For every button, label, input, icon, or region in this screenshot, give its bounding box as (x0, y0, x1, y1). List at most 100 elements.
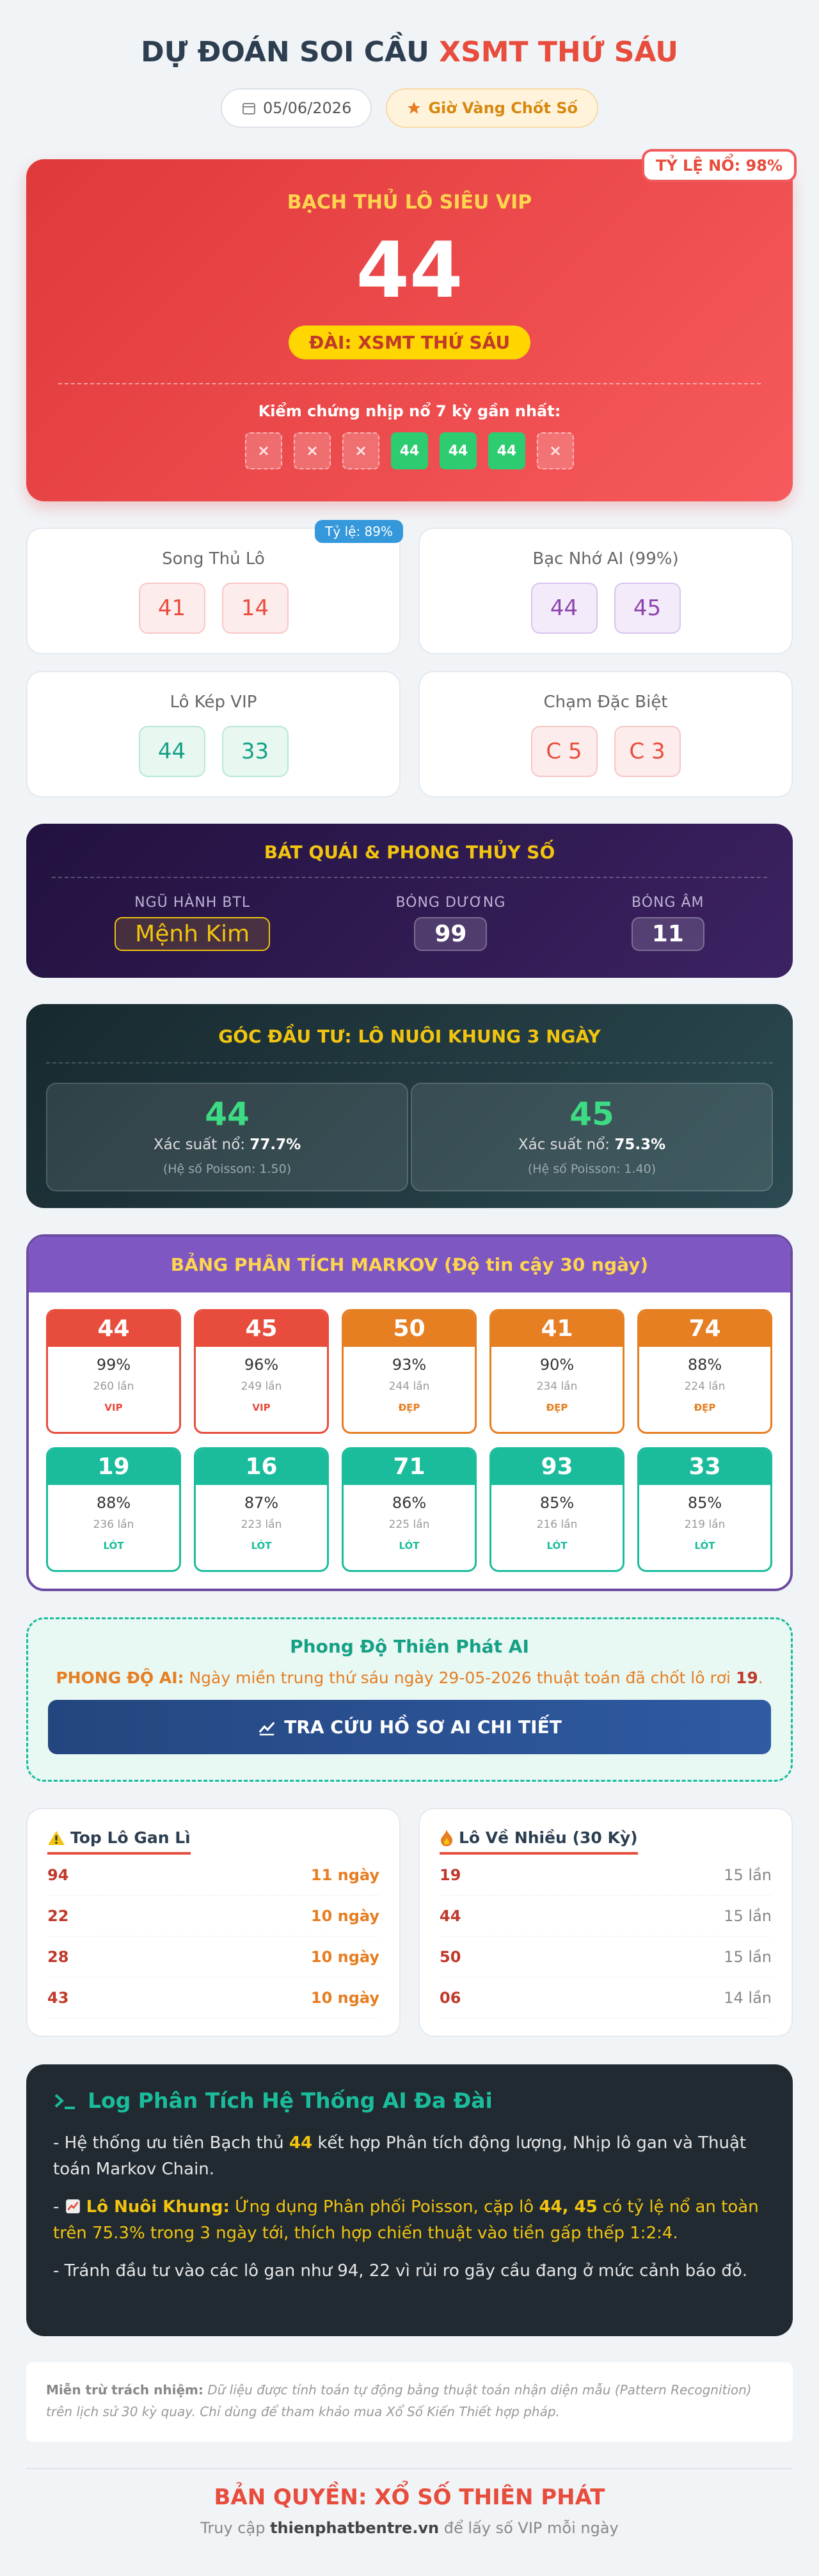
log-text: - Hệ thống ưu tiên Bạch thủ (53, 2133, 289, 2153)
list-card: Lô Về Nhiều (30 Kỳ) 19 15 lần 44 15 lần 50 15 … (418, 1808, 793, 2037)
markov-tag: LÓT (251, 1540, 272, 1551)
markov-count: 244 lần (388, 1380, 430, 1393)
list-row: 43 10 ngày (47, 1977, 379, 2018)
markov-item: 19 88% 236 lần LÓT (46, 1447, 181, 1572)
markov-item: 33 85% 219 lần LÓT (637, 1447, 772, 1572)
list-value: 14 lần (724, 1988, 772, 2007)
invest-number: 44 (205, 1096, 250, 1133)
markov-number: 93 (491, 1449, 623, 1485)
log-line: - Lô Nuôi Khung: Ứng dụng Phân phối Pois… (53, 2194, 766, 2247)
markov-percent: 96% (244, 1356, 279, 1374)
performance-title: Phong Độ Thiên Phát AI (290, 1636, 529, 1657)
calendar-icon (243, 103, 256, 114)
list-header: Lô Về Nhiều (30 Kỳ) (440, 1828, 638, 1855)
markov-count: 234 lần (536, 1380, 578, 1393)
history: 44 44 44 (26, 432, 793, 469)
list-row: 50 15 lần (440, 1936, 772, 1977)
log-line: - Hệ thống ưu tiên Bạch thủ 44 kết hợp P… (53, 2130, 766, 2183)
markov-count: 225 lần (388, 1518, 430, 1531)
markov-percent: 86% (392, 1494, 427, 1512)
main-number: 44 (356, 226, 463, 315)
invest-boxes: 44 Xác suất nổ: 77.7% (Hệ số Poisson: 1.50… (46, 1083, 773, 1191)
main-card: TỶ LỆ NỔ: 98% BẠCH THỦ LÔ SIÊU VIP 44 ĐÀ… (26, 149, 797, 501)
markov-count: 236 lần (93, 1518, 134, 1531)
card-number: C 3 (614, 726, 681, 777)
markov-number: 74 (639, 1311, 770, 1347)
list-row: 19 15 lần (440, 1855, 772, 1896)
markov-number: 71 (344, 1449, 475, 1485)
markov-tag: VIP (252, 1402, 271, 1413)
markov-count: 249 lần (241, 1380, 282, 1393)
cards-grid: Tỷ lệ: 89% Song Thủ Lô 41 14 Bạc Nhớ AI (99%… (26, 520, 793, 797)
list-row: 22 10 ngày (47, 1896, 379, 1936)
station: ĐÀI: XSMT THỨ SÁU (288, 326, 531, 359)
button-text: TRA CỨU HỒ SƠ AI CHI TIẾT (284, 1716, 562, 1738)
terminal-icon (54, 2094, 75, 2109)
markov-number: 33 (639, 1449, 770, 1485)
bat-quai-row: NGŨ HÀNH BTL Mệnh Kim BÓNG DƯƠNG 99 BÓNG ÂM 1… (52, 895, 767, 951)
bat-quai-title: BÁT QUÁI & PHONG THỦY SỐ (52, 842, 767, 878)
history-hit: 44 (391, 432, 428, 469)
log-text: có tỷ lệ nổ an toàn trên 75.3% trong 3 n… (53, 2197, 759, 2243)
footer-link[interactable]: thienphatbentre.vn (270, 2519, 440, 2537)
disclaimer-label: Miễn trừ trách nhiệm: (46, 2382, 203, 2398)
markov-item: 16 87% 223 lần LÓT (194, 1447, 329, 1572)
list-row: 44 15 lần (440, 1896, 772, 1936)
history-title: Kiểm chứng nhịp nổ 7 kỳ gần nhất: (258, 402, 561, 420)
ribbon: TỶ LỆ NỔ: 98% (641, 149, 797, 182)
log-text: kết hợp Phân tích động lượng, Nhịp lô ga… (53, 2133, 747, 2179)
history-miss (537, 432, 574, 469)
card-title: Lô Kép VIP (170, 693, 257, 712)
profile-button[interactable]: TRA CỨU HỒ SƠ AI CHI TIẾT (48, 1700, 771, 1754)
bat-quai-value: 11 (631, 917, 704, 951)
markov-percent: 90% (539, 1356, 575, 1374)
markov-percent: 87% (244, 1494, 279, 1512)
markov-number: 16 (196, 1449, 327, 1485)
list-number: 44 (440, 1906, 461, 1925)
prob-label: Xác suất nổ: (518, 1136, 610, 1153)
history-miss (342, 432, 379, 469)
card-numbers: 41 14 (28, 583, 399, 634)
log-highlight: 44 (289, 2133, 313, 2153)
bat-quai-label: BÓNG ÂM (631, 895, 704, 911)
list-card: Top Lô Gan Lì 94 11 ngày 22 10 ngày 28 10 ngày… (26, 1808, 401, 2037)
chart-icon (65, 2199, 80, 2213)
markov-grid: 44 99% 260 lần VIP 45 96% 249 lần VIP 50 93% 244 l… (29, 1292, 790, 1589)
list-row: 94 11 ngày (47, 1855, 379, 1896)
markov-count: 216 lần (536, 1518, 578, 1531)
miss-icon (307, 446, 317, 456)
markov-percent: 99% (96, 1356, 131, 1374)
markov-item: 93 85% 216 lần LÓT (489, 1447, 624, 1572)
list-value: 11 ngày (310, 1865, 379, 1884)
markov-number: 19 (48, 1449, 179, 1485)
log: Log Phân Tích Hệ Thống AI Đa Đài - Hệ th… (26, 2064, 793, 2336)
bat-quai-item: NGŨ HÀNH BTL Mệnh Kim (115, 895, 271, 951)
card-numbers: 44 33 (28, 726, 399, 777)
markov-item: 71 86% 225 lần LÓT (342, 1447, 477, 1572)
main-label: BẠCH THỦ LÔ SIÊU VIP (287, 191, 532, 214)
markov-title: BẢNG PHÂN TÍCH MARKOV (Độ tin cậy 30 ngà… (170, 1254, 649, 1275)
markov-number: 41 (491, 1311, 623, 1347)
lists: Top Lô Gan Lì 94 11 ngày 22 10 ngày 28 10 ngày… (26, 1808, 793, 2037)
card-number: 41 (138, 583, 205, 634)
card-title: Chạm Đặc Biệt (543, 693, 668, 712)
markov-tag: LÓT (103, 1540, 124, 1551)
list-header: Top Lô Gan Lì (47, 1828, 191, 1855)
chart-icon (258, 1721, 275, 1735)
list-number: 19 (440, 1865, 461, 1884)
title-text: DỰ ĐOÁN SOI CẦU (141, 36, 429, 68)
bat-quai-label: BÓNG DƯƠNG (395, 895, 506, 911)
bat-quai: BÁT QUÁI & PHONG THỦY SỐ NGŨ HÀNH BTL Mện… (26, 824, 793, 978)
markov-percent: 88% (687, 1356, 722, 1374)
page-title: DỰ ĐOÁN SOI CẦU XSMT THỨ SÁU (26, 33, 793, 72)
pills: 05/06/2026 Giờ Vàng Chốt Số (26, 88, 793, 128)
list-row: 06 14 lần (440, 1977, 772, 2018)
pick-card: Tỷ lệ: 89% Song Thủ Lô 41 14 (26, 520, 403, 654)
footer-title: BẢN QUYỀN: XỔ SỐ THIÊN PHÁT (214, 2485, 605, 2510)
history-hit: 44 (440, 432, 477, 469)
list-row: 28 10 ngày (47, 1936, 379, 1977)
badge-pill: Giờ Vàng Chốt Số (386, 88, 598, 128)
disclaimer: Miễn trừ trách nhiệm: Dữ liệu được tính … (26, 2362, 793, 2442)
